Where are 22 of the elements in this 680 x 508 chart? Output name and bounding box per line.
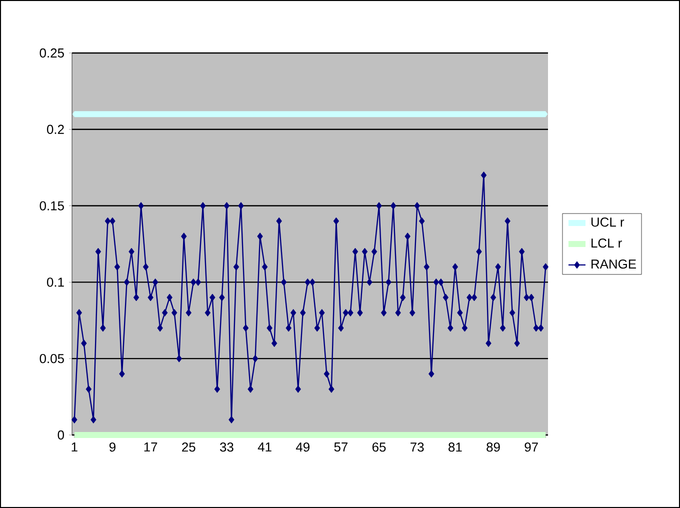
x-tick-label: 49 [296, 442, 310, 452]
x-tick-label: 81 [448, 442, 462, 452]
x-tick-label: 33 [220, 442, 234, 452]
legend-label: RANGE [592, 259, 636, 269]
x-tick-label: 57 [334, 442, 348, 452]
x-tick-label: 73 [410, 442, 424, 452]
y-tick-label: 0.15 [40, 201, 64, 210]
legend-label: LCL r [592, 238, 622, 248]
y-tick-label: 0.2 [46, 124, 64, 134]
y-tick-label: 0.25 [40, 48, 64, 58]
x-tick-label: 9 [109, 442, 116, 452]
x-tick-label: 65 [372, 442, 386, 452]
y-tick-label: 0.1 [46, 278, 64, 287]
x-tick-label: 25 [182, 442, 196, 452]
x-tick-label: 17 [144, 442, 158, 452]
y-tick-label: 0 [58, 430, 64, 440]
legend-label: UCL r [591, 218, 624, 227]
x-tick-label: 97 [524, 442, 538, 452]
x-tick-label: 1 [72, 442, 78, 452]
y-tick-label: 0.05 [40, 354, 64, 364]
x-tick-label: 89 [486, 442, 500, 452]
x-tick-label: 41 [258, 442, 272, 452]
